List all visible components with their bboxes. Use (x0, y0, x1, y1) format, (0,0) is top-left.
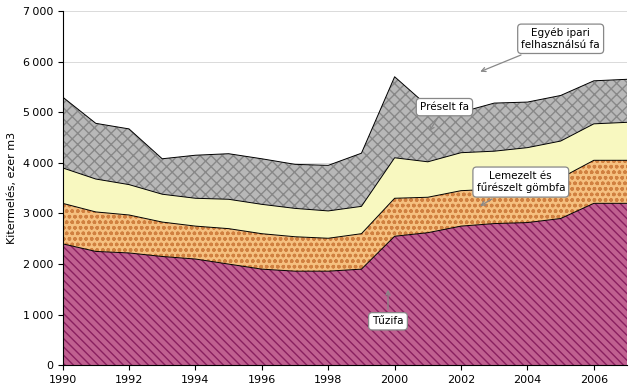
Y-axis label: Kitermelés, ezer m3: Kitermelés, ezer m3 (7, 132, 17, 244)
Text: Tűzifa: Tűzifa (372, 291, 404, 326)
Text: Lemezelt és
fűrészelt gömbfa: Lemezelt és fűrészelt gömbfa (477, 171, 565, 205)
Text: Préselt fa: Préselt fa (420, 102, 469, 130)
Text: Egyéb ipari
felhasználsú fa: Egyéb ipari felhasználsú fa (481, 28, 600, 71)
